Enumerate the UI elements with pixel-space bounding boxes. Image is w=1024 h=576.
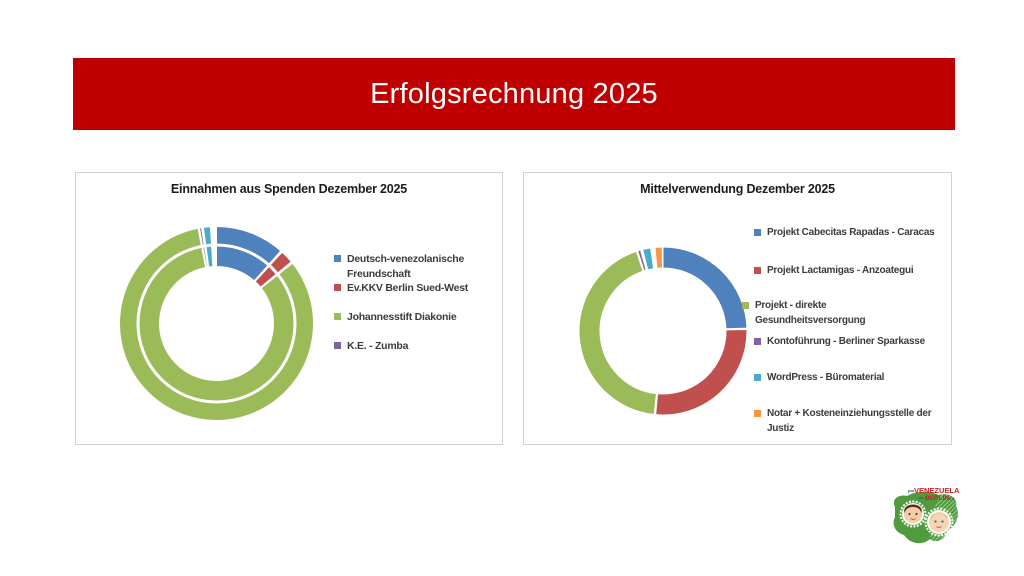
legend-swatch-cyan bbox=[754, 374, 761, 381]
legend-swatch-purple bbox=[334, 342, 341, 349]
legend-item: Deutsch-venezolanische Freundschaft bbox=[334, 252, 494, 282]
legend-item: Projekt Cabecitas Rapadas - Caracas bbox=[754, 226, 959, 241]
legend-swatch-green bbox=[742, 302, 749, 309]
donut-segment bbox=[578, 250, 657, 416]
donut-chart-mittelverwendung bbox=[578, 246, 748, 416]
legend-item: Projekt Lactamigas - Anzoategui bbox=[754, 264, 959, 279]
legend-label: Johannesstift Diakonie bbox=[347, 311, 457, 323]
title-banner: Erfolgsrechnung 2025 bbox=[73, 58, 955, 130]
legend-item: Kontoführung - Berliner Sparkasse bbox=[754, 335, 959, 350]
donut-segment bbox=[119, 227, 314, 421]
chart-panel-einnahmen: Einnahmen aus Spenden Dezember 2025 Deut… bbox=[75, 172, 503, 445]
legend-label: Projekt - direkte Gesundheitsversorgung bbox=[755, 300, 866, 326]
legend-item: K.E. - Zumba bbox=[334, 339, 494, 354]
legend-label: Notar + Kosteneinziehungsstelle der Just… bbox=[767, 408, 932, 434]
logo: por VENEZUELA en BERLIN e.V. bbox=[893, 486, 960, 544]
donut-segment bbox=[654, 246, 663, 269]
logo-portrait-baby bbox=[924, 507, 954, 537]
donut-segment bbox=[216, 225, 282, 282]
chart-title-einnahmen: Einnahmen aus Spenden Dezember 2025 bbox=[170, 182, 408, 196]
donut-segment bbox=[655, 329, 748, 416]
legend-label: Kontoführung - Berliner Sparkasse bbox=[767, 336, 925, 347]
legend-item: Projekt - direkte Gesundheitsversorgung bbox=[742, 299, 912, 328]
logo-text-por: por bbox=[908, 488, 915, 493]
legend-label: Ev.KKV Berlin Sued-West bbox=[347, 282, 469, 294]
legend-swatch-blue bbox=[334, 255, 341, 262]
slide-title: Erfolgsrechnung 2025 bbox=[370, 77, 658, 110]
legend-label: Projekt Cabecitas Rapadas - Caracas bbox=[767, 227, 935, 238]
donut-chart-einnahmen bbox=[119, 225, 314, 421]
logo-text-venezuela: VENEZUELA bbox=[914, 486, 960, 495]
legend-label: WordPress - Büromaterial bbox=[767, 372, 885, 383]
donut-ring-divider bbox=[136, 243, 297, 404]
chart-title-mittelverwendung: Mittelverwendung Dezember 2025 bbox=[640, 182, 835, 196]
logo-text-ev: e.V. bbox=[949, 497, 955, 501]
legend-label: Deutsch-venezolanische Freundschaft bbox=[347, 253, 465, 281]
legend-swatch-blue bbox=[754, 229, 761, 236]
donut-segment bbox=[642, 247, 655, 271]
legend-item: Ev.KKV Berlin Sued-West bbox=[334, 281, 494, 296]
legend-item: Notar + Kosteneinziehungsstelle der Just… bbox=[754, 407, 959, 436]
legend-item: WordPress - Büromaterial bbox=[754, 371, 959, 386]
donut-segment bbox=[637, 249, 647, 272]
legend-label: K.E. - Zumba bbox=[347, 340, 409, 352]
legend-item: Johannesstift Diakonie bbox=[334, 310, 494, 325]
legend-swatch-red bbox=[334, 284, 341, 291]
legend-swatch-orange bbox=[754, 410, 761, 417]
logo-text-berlin: BERLIN bbox=[925, 495, 950, 502]
legend-label: Projekt Lactamigas - Anzoategui bbox=[767, 265, 914, 276]
legend-swatch-purple bbox=[754, 338, 761, 345]
chart-panel-mittelverwendung: Mittelverwendung Dezember 2025 Projekt C… bbox=[523, 172, 952, 445]
legend-swatch-red bbox=[754, 267, 761, 274]
logo-portrait-girl bbox=[899, 500, 927, 528]
donut-segment bbox=[662, 246, 748, 330]
legend-swatch-green bbox=[334, 313, 341, 320]
logo-text-en: en bbox=[919, 495, 924, 500]
